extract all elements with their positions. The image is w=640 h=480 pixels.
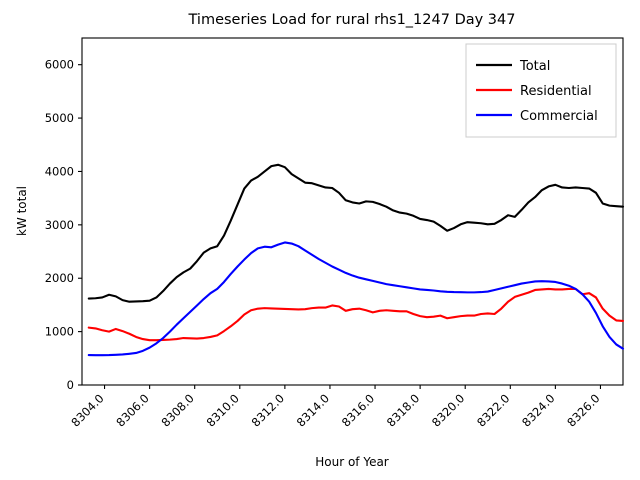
y-tick-label: 1000 <box>45 325 74 339</box>
legend-label-commercial: Commercial <box>520 109 598 124</box>
y-tick-label: 2000 <box>45 271 74 285</box>
chart-title: Timeseries Load for rural rhs1_1247 Day … <box>188 12 516 28</box>
y-tick-label: 5000 <box>45 111 74 125</box>
chart-legend: Total Residential Commercial <box>465 43 617 138</box>
y-axis-ticks: 0 1000 2000 3000 4000 5000 6000 <box>45 58 82 392</box>
legend-label-total: Total <box>519 59 550 74</box>
y-tick-label: 6000 <box>45 58 74 72</box>
y-axis-label: kW total <box>15 186 29 236</box>
x-axis-label: Hour of Year <box>315 455 389 469</box>
series-lines <box>87 163 625 357</box>
series-line-residential <box>87 287 625 342</box>
y-tick-label: 4000 <box>45 164 74 178</box>
plot-frame <box>81 37 624 386</box>
series-line-total <box>87 163 625 303</box>
legend-label-residential: Residential <box>520 84 592 99</box>
series-line-commercial <box>87 241 625 357</box>
y-tick-label: 0 <box>67 378 74 392</box>
y-tick-label: 3000 <box>45 218 74 232</box>
